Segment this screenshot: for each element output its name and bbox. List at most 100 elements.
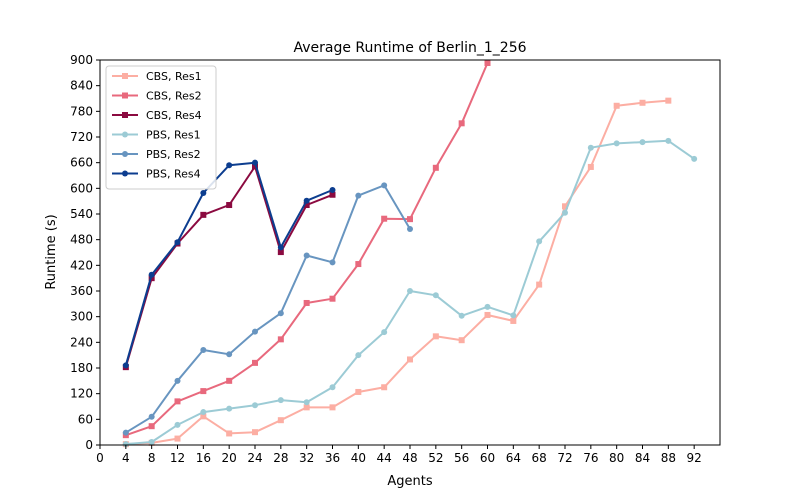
series-line	[125, 99, 669, 446]
data-point	[200, 347, 207, 354]
x-tick-label: 60	[480, 451, 495, 465]
x-tick-label: 80	[609, 451, 624, 465]
data-point	[122, 429, 129, 436]
y-tick-label: 180	[70, 361, 93, 375]
y-tick-label: 660	[70, 156, 93, 170]
y-tick-label: 540	[70, 207, 93, 221]
y-tick-label: 840	[70, 79, 93, 93]
data-point	[226, 430, 233, 437]
data-point	[536, 238, 543, 245]
legend-entry: CBS, Res4	[112, 109, 202, 122]
series-4	[122, 137, 698, 448]
data-point	[174, 377, 181, 384]
legend-label: PBS, Res4	[146, 168, 201, 181]
x-tick-label: 4	[122, 451, 130, 465]
data-point	[639, 139, 646, 146]
plot-area	[122, 59, 698, 448]
data-point	[277, 310, 284, 317]
data-point	[665, 137, 672, 144]
data-point	[226, 351, 233, 358]
data-point	[174, 435, 181, 442]
x-tick-label: 8	[148, 451, 156, 465]
data-point	[277, 336, 284, 343]
x-tick-label: 88	[661, 451, 676, 465]
legend-box	[105, 65, 217, 190]
data-point	[174, 398, 181, 405]
data-point	[329, 259, 336, 266]
data-point	[200, 388, 207, 395]
data-point	[355, 388, 362, 395]
x-tick-label: 92	[687, 451, 702, 465]
x-tick-label: 40	[351, 451, 366, 465]
data-point	[407, 356, 413, 363]
y-tick-label: 0	[85, 438, 93, 452]
data-point	[252, 163, 258, 170]
data-point	[381, 384, 388, 391]
data-point	[303, 299, 310, 306]
data-point	[458, 312, 465, 319]
data-point	[329, 384, 336, 391]
x-tick-label: 76	[583, 451, 598, 465]
series-line	[124, 161, 333, 366]
data-point	[432, 292, 439, 299]
legend-label: CBS, Res1	[146, 70, 202, 83]
data-point	[277, 249, 284, 256]
data-point	[226, 377, 233, 384]
data-point	[148, 439, 155, 446]
data-point	[303, 202, 310, 209]
data-point	[639, 99, 646, 106]
y-tick-label: 240	[70, 335, 93, 349]
data-point	[226, 202, 233, 209]
data-point	[122, 362, 129, 369]
data-point	[303, 399, 310, 406]
data-point	[303, 252, 310, 259]
data-point	[329, 295, 336, 302]
data-point	[329, 191, 336, 198]
chart-title: Average Runtime of Berlin_1_256	[293, 40, 526, 56]
legend-marker	[122, 73, 128, 79]
data-point	[381, 215, 388, 222]
data-point	[200, 409, 207, 416]
y-tick-label: 300	[70, 310, 93, 324]
data-point	[252, 159, 258, 166]
x-tick-label: 32	[299, 451, 314, 465]
legend-label: PBS, Res1	[146, 129, 201, 142]
x-tick-label: 72	[557, 451, 572, 465]
data-point	[200, 211, 207, 218]
data-point	[458, 120, 465, 127]
axes: 0 4 8 12 16 20 24 28 32 36 40 44 48 52 56 60 64 68 72 76 80 8…	[70, 53, 721, 465]
data-point	[226, 162, 233, 169]
series-5	[122, 182, 413, 436]
data-point	[484, 59, 491, 66]
x-tick-label: 68	[532, 451, 547, 465]
x-tick-label: 16	[196, 451, 211, 465]
data-point	[277, 244, 284, 251]
y-tick-label: 420	[70, 258, 93, 272]
data-point	[613, 140, 620, 147]
x-tick-label: 64	[506, 451, 521, 465]
data-point	[252, 328, 258, 335]
data-point	[355, 192, 362, 199]
data-point	[484, 311, 491, 318]
x-tick-label: 20	[222, 451, 237, 465]
data-point	[432, 164, 439, 171]
data-point	[484, 303, 491, 310]
data-point	[122, 441, 129, 448]
data-point	[665, 97, 672, 104]
data-point	[355, 261, 362, 268]
x-tick-label: 0	[96, 451, 104, 465]
data-point	[587, 163, 594, 170]
legend-marker	[122, 170, 128, 177]
data-point	[407, 216, 413, 223]
data-point	[252, 359, 258, 366]
data-point	[536, 281, 543, 288]
legend-entry: CBS, Res1	[112, 70, 202, 83]
data-point	[587, 144, 594, 151]
legend-entry: CBS, Res2	[112, 90, 202, 103]
legend-label: CBS, Res4	[146, 109, 202, 122]
data-point	[381, 329, 388, 336]
data-point	[407, 225, 413, 232]
legend-entry: PBS, Res1	[112, 129, 201, 142]
y-tick-label: 60	[78, 412, 93, 426]
